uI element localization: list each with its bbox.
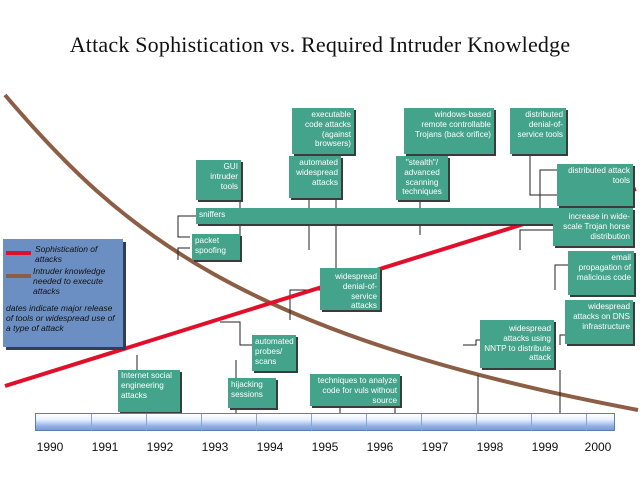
connector-dat	[539, 169, 557, 225]
label-nntp: widespread attacks using NNTP to distrib…	[484, 324, 551, 363]
timeline-tick	[201, 414, 202, 431]
box-stealth-scanning: "stealth"/ advanced scanning techniques	[396, 156, 448, 200]
label-ddos-top: distributed denial-of-service tools	[517, 110, 563, 139]
slide-title: Attack Sophistication vs. Required Intru…	[69, 32, 571, 57]
label-sniffers: sniffers	[199, 210, 226, 219]
year-label: 1999	[531, 440, 559, 454]
year-label: 1990	[36, 440, 64, 454]
label-dat: distributed attack tools	[568, 166, 630, 185]
label-gui: GUI intruder tools	[210, 162, 238, 191]
timeline-tick	[91, 414, 92, 431]
label-email: email propagation of malicious code	[576, 253, 631, 282]
timeline-tick	[311, 414, 312, 431]
box-ddos-tools: distributed denial-of-service tools	[510, 108, 566, 154]
year-label: 1993	[201, 440, 229, 454]
year-label: 1992	[146, 440, 174, 454]
label-trojan: increase in wide-scale Trojan horse dist…	[563, 212, 630, 241]
connector-email	[554, 264, 570, 290]
box-analyze-code: techniques to analyze code for vuls with…	[310, 374, 400, 406]
label-dos: widespread denial-of-service attacks	[335, 272, 377, 311]
year-label: 1996	[366, 440, 394, 454]
timeline-tick	[256, 414, 257, 431]
connector-dns	[559, 334, 565, 345]
label-windows: windows-based remote controllable Trojan…	[414, 110, 491, 139]
box-gui-intruder-tools: GUI intruder tools	[196, 160, 241, 200]
box-sniffers: sniffers	[196, 208, 588, 224]
year-label: 1991	[91, 440, 119, 454]
box-distributed-attack-tools: distributed attack tools	[557, 164, 633, 206]
box-trojan-distribution: increase in wide-scale Trojan horse dist…	[553, 208, 633, 246]
legend-sophistication: Sophistication of attacks	[35, 244, 98, 264]
box-widespread-dos: widespread denial-of-service attacks	[320, 268, 380, 310]
timeline-bar	[35, 413, 615, 431]
year-label: 1994	[256, 440, 284, 454]
label-social: Internet social engineering attacks	[121, 371, 172, 400]
label-spoofing: packet spoofing	[195, 236, 226, 255]
legend-knowledge: Intruder knowledge needed to execute att…	[33, 266, 106, 296]
box-dns-attacks: widespread attacks on DNS infrastructure	[565, 300, 633, 344]
legend-red-swatch	[6, 251, 31, 255]
box-automated-probes: automated probes/ scans	[252, 335, 296, 371]
timeline-tick	[421, 414, 422, 431]
timeline-tick	[531, 414, 532, 431]
connector-spoofing	[177, 247, 190, 260]
year-label: 1997	[421, 440, 449, 454]
timeline-tick	[366, 414, 367, 431]
year-label: 2000	[584, 440, 612, 454]
timeline-tick	[476, 414, 477, 431]
legend: Sophistication of attacks Intruder knowl…	[3, 239, 123, 347]
intruder-knowledge-curve	[3, 93, 639, 412]
label-hijack: hijacking sessions	[231, 380, 263, 399]
box-packet-spoofing: packet spoofing	[192, 234, 240, 260]
label-dns: widespread attacks on DNS infrastructure	[573, 302, 630, 331]
box-email-propagation: email propagation of malicious code	[568, 251, 634, 295]
box-social-engineering: Internet social engineering attacks	[118, 370, 180, 412]
connector-nntp	[463, 339, 482, 346]
label-probes: automated probes/ scans	[255, 337, 294, 366]
box-automated-attacks: automated widespread attacks	[289, 156, 341, 198]
label-executable: executable code attacks (against browser…	[305, 110, 351, 149]
box-hijacking-sessions: hijacking sessions	[228, 378, 276, 408]
timeline-tick	[146, 414, 147, 431]
label-automated: automated widespread attacks	[296, 158, 338, 187]
box-nntp-attacks: widespread attacks using NNTP to distrib…	[480, 320, 554, 368]
year-label: 1995	[311, 440, 339, 454]
legend-note: dates indicate major release of tools or…	[6, 303, 115, 333]
connector-trojan	[519, 229, 555, 250]
label-stealth: "stealth"/ advanced scanning techniques	[402, 158, 442, 197]
legend-brown-swatch	[6, 274, 31, 278]
box-windows-trojans: windows-based remote controllable Trojan…	[404, 108, 494, 154]
connector-probes	[220, 321, 254, 346]
label-analyze: techniques to analyze code for vuls with…	[317, 376, 397, 405]
box-executable-code-attacks: executable code attacks (against browser…	[292, 108, 354, 154]
year-label: 1998	[476, 440, 504, 454]
timeline-tick	[586, 414, 587, 431]
